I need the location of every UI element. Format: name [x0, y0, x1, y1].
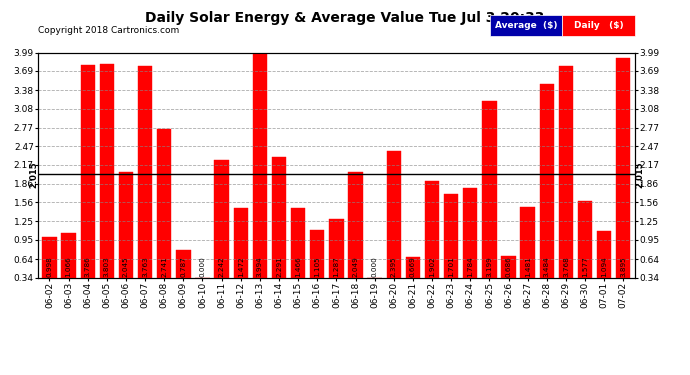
Bar [99, 64, 114, 278]
Text: 3.484: 3.484 [544, 256, 550, 277]
Bar [578, 201, 592, 278]
Bar [272, 157, 286, 278]
Bar [119, 172, 133, 278]
Bar [329, 219, 344, 278]
Text: 1.481: 1.481 [524, 256, 531, 277]
Text: 0.669: 0.669 [410, 256, 416, 277]
Bar [386, 151, 401, 278]
Bar [616, 58, 631, 278]
Text: 0.000: 0.000 [372, 256, 377, 277]
Text: 3.786: 3.786 [85, 256, 90, 277]
Text: 1.902: 1.902 [429, 256, 435, 277]
Text: 3.895: 3.895 [620, 256, 627, 277]
Text: Copyright 2018 Cartronics.com: Copyright 2018 Cartronics.com [38, 26, 179, 35]
Text: 1.066: 1.066 [66, 256, 72, 277]
Bar [425, 181, 440, 278]
Bar [444, 194, 458, 278]
Text: 2.049: 2.049 [353, 256, 359, 277]
Text: 1.577: 1.577 [582, 256, 588, 277]
Text: 2.395: 2.395 [391, 256, 397, 277]
Bar [176, 250, 190, 278]
Text: 2.045: 2.045 [123, 256, 129, 277]
Bar [233, 208, 248, 278]
Text: 2.015: 2.015 [635, 161, 644, 188]
Text: 1.466: 1.466 [295, 256, 301, 277]
Text: 0.000: 0.000 [199, 256, 206, 277]
Bar [138, 66, 152, 278]
Bar [559, 66, 573, 278]
Text: 3.199: 3.199 [486, 256, 493, 277]
Bar [81, 65, 95, 278]
Bar [463, 189, 477, 278]
Bar [482, 101, 497, 278]
Bar [291, 208, 305, 278]
Bar [310, 230, 324, 278]
Text: 3.768: 3.768 [563, 256, 569, 277]
Text: Average  ($): Average ($) [495, 21, 558, 30]
Bar [253, 52, 267, 278]
Text: 1.784: 1.784 [467, 256, 473, 277]
Bar [502, 256, 515, 278]
Bar [348, 172, 363, 278]
Text: 3.994: 3.994 [257, 256, 263, 277]
Bar [540, 84, 554, 278]
Text: 3.803: 3.803 [104, 256, 110, 277]
Bar [157, 129, 171, 278]
Text: 0.787: 0.787 [180, 256, 186, 277]
Bar [61, 233, 76, 278]
Text: 1.287: 1.287 [333, 256, 339, 277]
Text: 1.472: 1.472 [238, 256, 244, 277]
Bar [406, 257, 420, 278]
Text: 2.015: 2.015 [30, 161, 39, 188]
Text: 1.094: 1.094 [601, 256, 607, 277]
Text: Daily   ($): Daily ($) [574, 21, 623, 30]
Text: 0.998: 0.998 [46, 256, 52, 277]
Text: 2.741: 2.741 [161, 256, 167, 277]
Text: 2.242: 2.242 [219, 256, 225, 277]
Bar [42, 237, 57, 278]
Bar [520, 207, 535, 278]
Text: 1.701: 1.701 [448, 256, 454, 277]
Bar [597, 231, 611, 278]
Text: 3.763: 3.763 [142, 256, 148, 277]
Bar [215, 160, 229, 278]
Text: 1.105: 1.105 [314, 256, 320, 277]
Text: 2.291: 2.291 [276, 256, 282, 277]
Text: 0.686: 0.686 [506, 256, 511, 277]
Text: Daily Solar Energy & Average Value Tue Jul 3 20:33: Daily Solar Energy & Average Value Tue J… [146, 11, 544, 25]
